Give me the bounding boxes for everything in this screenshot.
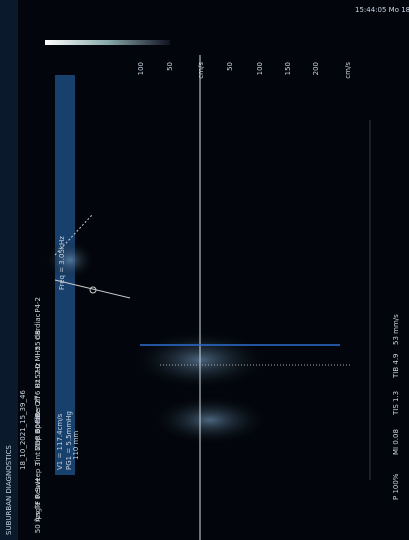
study-id: 18_10_2021_15_39_46 <box>19 390 27 470</box>
footer-stat: TIB 4.9 <box>392 354 400 380</box>
parameter: Map B <box>34 429 42 451</box>
depth: 110 mm <box>72 431 80 460</box>
parameter: 815 Hz <box>34 363 42 388</box>
color-bar <box>45 40 170 45</box>
sample-gate <box>89 286 97 294</box>
parameter: Sweep 3 <box>34 462 42 492</box>
pressure-gradient: PG1 = 5.5mmHg <box>65 411 73 470</box>
parameter: Filter 276 Hz <box>34 379 42 423</box>
echo-region <box>45 240 95 280</box>
parameter: Cardiac <box>34 313 42 340</box>
scale-label: cm/s <box>344 62 352 79</box>
scale-label: 100 <box>256 62 264 75</box>
echo-region <box>150 395 270 445</box>
parameter: Angle 0 <box>34 495 42 522</box>
parameter: Tint 2 <box>34 446 42 467</box>
footer-stat: TIS 1.3 <box>392 391 400 416</box>
header-bar <box>0 0 18 540</box>
parameter: TF Res H <box>34 479 42 511</box>
footer-stat: P 100% <box>392 473 400 500</box>
sample-line <box>54 279 131 299</box>
footer-stat: 53 mm/s <box>392 314 400 345</box>
scale-label: 50 <box>226 62 234 71</box>
footer-stat: MI 0.08 <box>392 429 400 455</box>
parameter: 50 fps <box>34 511 42 533</box>
parameter: 2.0 MHz <box>34 346 42 375</box>
velocity: V1 = 117.4cm/s <box>56 413 64 470</box>
scale-label: cm/s <box>197 62 205 79</box>
frequency: Freq = 3.05kHz <box>58 236 66 290</box>
datetime: 15:44:05 Mo 18/10/2021 <box>355 6 409 14</box>
scale-label: 100 <box>137 62 145 75</box>
scale-label: 150 <box>284 62 292 75</box>
parameter: DR 60 dB <box>34 412 42 445</box>
parameter: P4-2 <box>34 297 42 313</box>
scale-label: 50 <box>166 62 174 71</box>
parameter: Update Off <box>34 396 42 434</box>
clinic-name: SUBURBAN DIAGNOSTICS <box>5 445 13 535</box>
scale-label: 200 <box>312 62 320 75</box>
parameter: 55 dB <box>34 330 42 351</box>
scan-edge <box>54 214 93 256</box>
